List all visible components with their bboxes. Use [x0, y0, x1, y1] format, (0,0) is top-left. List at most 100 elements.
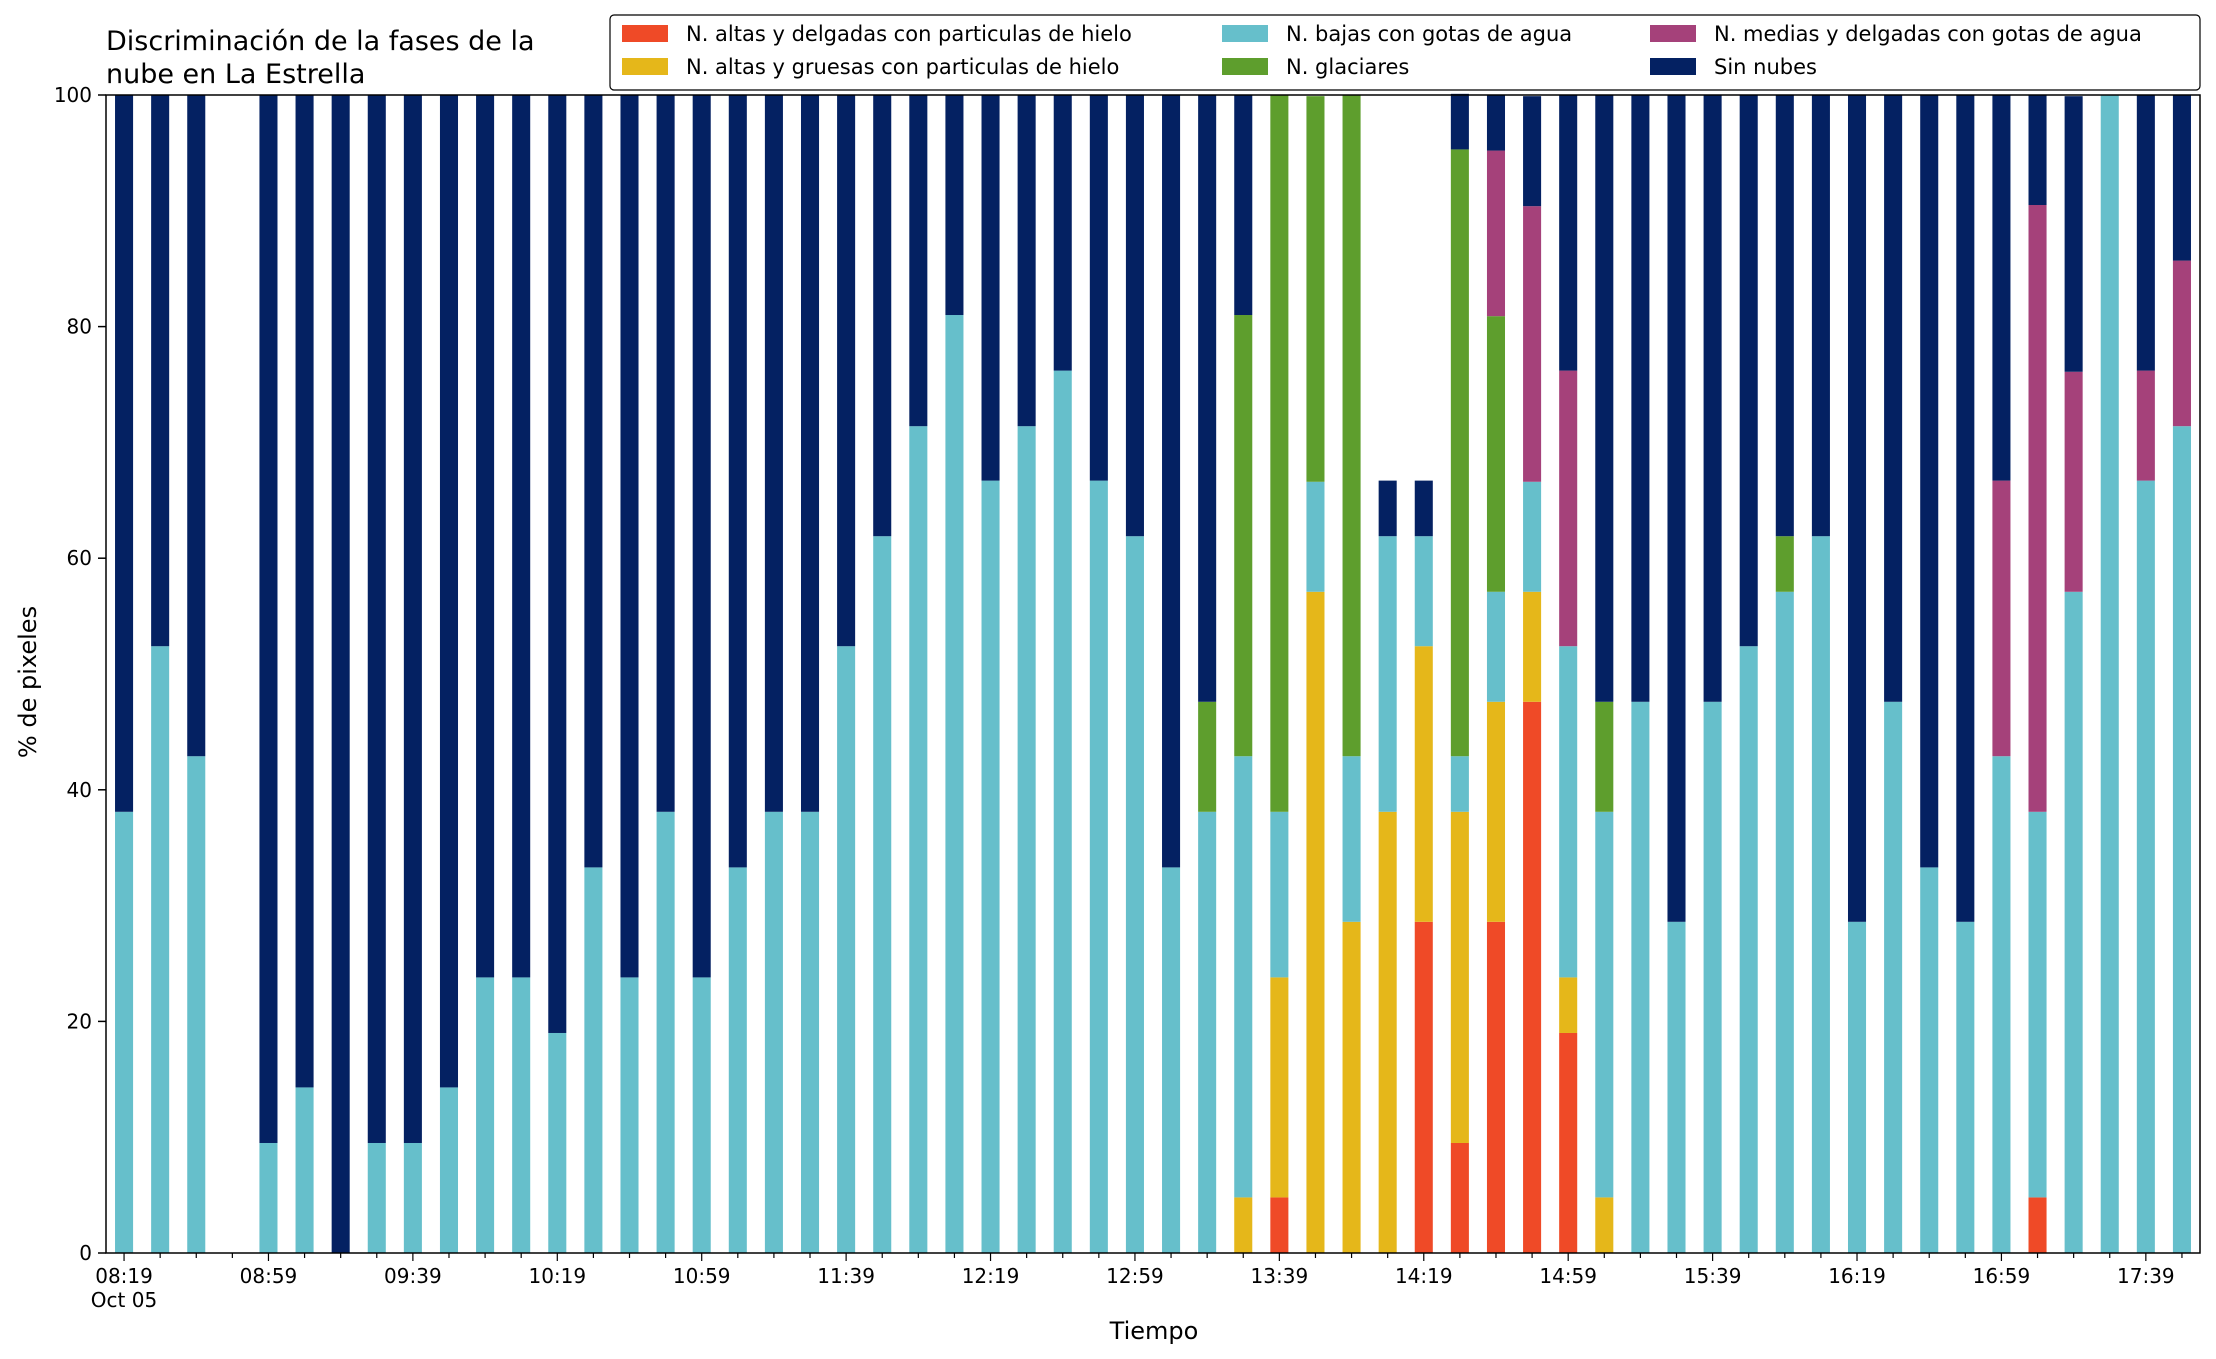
bar-segment-1649-s5 — [1956, 95, 1975, 922]
bar-segment-1319-s3 — [1198, 701, 1217, 812]
chart-title-line-2: nube en La Estrella — [106, 59, 365, 90]
bar-segment-1039-s2 — [620, 977, 639, 1253]
bar-segment-1419-s1 — [1414, 646, 1433, 922]
bar-segment-1139-s5 — [837, 95, 856, 647]
x-tick-label: 16:19 — [1828, 1264, 1886, 1288]
bar-segment-0949-s2 — [439, 1087, 459, 1253]
bar-segment-1419-s5 — [1414, 480, 1433, 537]
bar-segment-1529-s2 — [1667, 921, 1686, 1253]
bar-segment-1709-s0 — [2028, 1197, 2047, 1253]
x-tick-label: 10:19 — [528, 1264, 586, 1288]
bar-segment-1009-s2 — [512, 977, 531, 1253]
x-tick-label: 14:59 — [1539, 1264, 1597, 1288]
bar-segment-1229-s5 — [1017, 95, 1036, 427]
x-tick-label: 12:19 — [962, 1264, 1020, 1288]
y-tick-label: 20 — [67, 1009, 92, 1033]
bar-segment-1429-s5 — [1450, 93, 1469, 150]
bar-segment-0929-s2 — [367, 1142, 386, 1253]
bar-segment-0959-s2 — [476, 977, 495, 1253]
bar-segment-0919-s5 — [331, 95, 350, 1253]
bar-segment-1339-s1 — [1270, 977, 1289, 1198]
bar-segment-1509-s2 — [1595, 811, 1614, 1198]
bar-segment-1439-s5 — [1486, 95, 1506, 151]
legend-label: Sin nubes — [1714, 55, 1817, 79]
bar-segment-1449-s1 — [1523, 591, 1542, 702]
bar-segment-1109-s5 — [728, 95, 747, 868]
legend-label: N. medias y delgadas con gotas de agua — [1714, 22, 2142, 46]
bar-segment-1249-s5 — [1089, 95, 1108, 481]
bar-segment-1719-s2 — [2064, 591, 2083, 1253]
bar-segment-1019-s5 — [548, 95, 567, 1033]
bar-segment-1329-s5 — [1234, 95, 1253, 316]
legend-swatch — [1650, 58, 1696, 75]
legend-swatch — [1222, 25, 1268, 42]
bar-segment-1439-s3 — [1486, 316, 1506, 592]
x-tick-label: 12:59 — [1106, 1264, 1164, 1288]
bar-segment-0859-s5 — [259, 95, 278, 1143]
bar-segment-1129-s5 — [800, 95, 820, 812]
bar-segment-1729-s2 — [2100, 95, 2119, 1253]
bar-segment-1459-s5 — [1559, 95, 1578, 371]
bar-segment-1049-s2 — [656, 811, 675, 1253]
legend-label: N. altas y delgadas con particulas de hi… — [686, 22, 1132, 46]
bar-segment-1159-s5 — [909, 95, 928, 427]
bar-segment-1619-s5 — [1847, 95, 1867, 922]
bar-segment-1119-s2 — [764, 811, 783, 1253]
bar-segment-1709-s2 — [2028, 811, 2047, 1198]
bar-segment-0959-s5 — [476, 95, 495, 978]
bar-segment-1339-s0 — [1270, 1197, 1289, 1253]
bar-segment-1359-s1 — [1342, 921, 1361, 1253]
bar-segment-0829-s2 — [151, 646, 170, 1253]
bar-segment-1449-s2 — [1523, 481, 1542, 592]
bar-segment-1439-s1 — [1486, 701, 1506, 922]
bar-segment-1739-s4 — [2136, 370, 2155, 481]
bar-segment-1629-s2 — [1884, 701, 1903, 1253]
bar-segment-1409-s5 — [1378, 480, 1397, 537]
bar-segment-1349-s2 — [1306, 481, 1325, 592]
bar-segment-1359-s3 — [1342, 95, 1361, 757]
bar-segment-1419-s0 — [1414, 921, 1433, 1253]
x-tick-label: 08:19 — [95, 1264, 153, 1288]
bar-segment-1719-s4 — [2064, 371, 2083, 592]
bar-segment-1439-s4 — [1486, 150, 1506, 317]
x-tick-label: 16:59 — [1973, 1264, 2031, 1288]
bar-segment-0909-s2 — [295, 1087, 314, 1253]
legend-label: N. glaciares — [1286, 55, 1409, 79]
bar-segment-1109-s2 — [728, 867, 747, 1253]
bar-segment-1519-s5 — [1631, 95, 1650, 702]
bar-segment-1719-s5 — [2064, 96, 2083, 372]
bar-segment-0909-s5 — [295, 95, 314, 1088]
bar-segment-1129-s2 — [800, 811, 820, 1253]
bar-segment-0829-s5 — [151, 95, 170, 647]
bar-segment-1339-s2 — [1270, 811, 1289, 978]
x-tick-label: 13:39 — [1251, 1264, 1309, 1288]
bar-segment-1349-s1 — [1306, 591, 1325, 1253]
bar-segment-1219-s2 — [981, 480, 1000, 1253]
bar-segment-1429-s3 — [1450, 149, 1469, 757]
y-tick-label: 60 — [67, 546, 92, 570]
legend-swatch — [1222, 58, 1268, 75]
bar-segment-1309-s5 — [1162, 95, 1181, 868]
bar-segment-1319-s5 — [1198, 95, 1217, 702]
bar-segment-1459-s4 — [1559, 370, 1578, 647]
bar-segment-1359-s2 — [1342, 756, 1361, 922]
bar-segment-1549-s5 — [1739, 95, 1758, 647]
bars-layer — [115, 93, 2191, 1254]
bar-segment-0929-s5 — [367, 95, 386, 1143]
bar-segment-1549-s2 — [1739, 646, 1758, 1253]
bar-segment-0819-s5 — [115, 95, 134, 812]
legend-box — [609, 14, 2201, 91]
bar-segment-1119-s5 — [764, 95, 783, 812]
bar-segment-1439-s0 — [1486, 921, 1506, 1253]
bar-segment-1239-s5 — [1053, 95, 1072, 371]
bar-segment-0819-s2 — [115, 811, 134, 1253]
bar-segment-1609-s5 — [1811, 95, 1830, 537]
bar-segment-1319-s2 — [1198, 811, 1217, 1253]
bar-segment-1449-s0 — [1523, 701, 1542, 1253]
bar-segment-1659-s2 — [1992, 756, 2011, 1253]
bar-segment-1749-s5 — [2172, 95, 2191, 261]
x-axis-label: Tiempo — [1109, 1317, 1199, 1345]
chart-title-line-1: Discriminación de la fases de la — [106, 26, 535, 57]
legend-swatch — [622, 25, 668, 42]
